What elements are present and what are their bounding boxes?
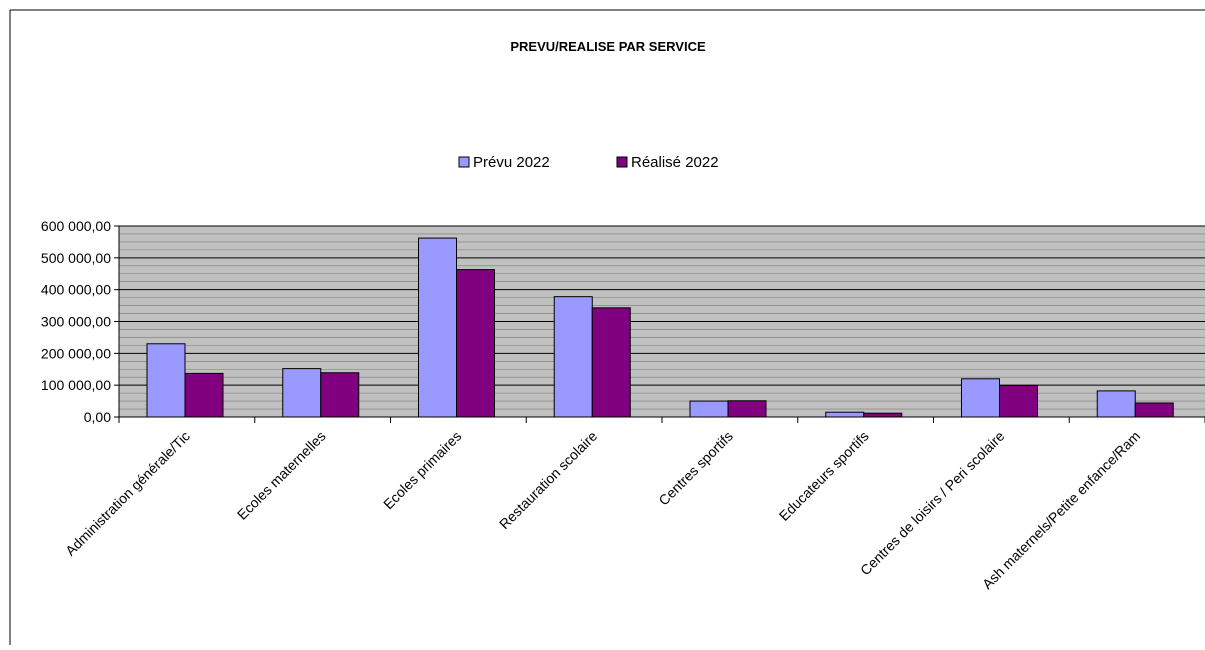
legend-label-prevu: Prévu 2022 [473,154,550,171]
legend: Prévu 2022 Réalisé 2022 [458,154,719,171]
x-category-label: Ecoles primaires [380,428,464,512]
bar-prevu-1 [282,368,322,418]
x-category-label: Ash maternels/Petite enfance/Ram [979,428,1143,592]
y-tick-label: 400 000,00 [41,282,111,298]
y-tick-label: 100 000,00 [41,377,111,393]
bar-realise-0 [184,372,224,418]
y-tick-label: 200 000,00 [41,345,111,361]
bar-realise-6 [999,384,1038,418]
bar-realise-4 [727,400,767,418]
y-tick-label: 0,00 [84,409,111,425]
bar-realise-3 [591,307,631,418]
bar-prevu-5 [825,411,865,418]
x-category-label: Restauration scolaire [496,428,600,532]
y-tick-label: 600 000,00 [41,218,111,234]
bar-prevu-3 [553,296,593,418]
bar-prevu-6 [961,378,1000,418]
x-category-label: Centres sportifs [655,428,736,509]
legend-swatch-prevu [458,156,470,168]
x-axis: Administration générale/Tic Ecoles matern… [62,416,1205,592]
bar-realise-5 [863,412,903,418]
bar-realise-1 [320,372,360,418]
bar-prevu-2 [418,237,457,418]
legend-swatch-realise [616,156,628,168]
x-category-label: Educateurs sportifs [776,428,872,524]
y-axis: 0,00 100 000,00 200 000,00 300 000,00 400 00… [41,218,120,425]
x-category-label: Centres de loisirs / Peri scolaire [857,428,1008,579]
bars [146,237,1174,418]
bar-realise-7 [1134,402,1174,418]
chart-title: PREVU/REALISE PAR SERVICE [510,39,706,54]
x-category-label: Ecoles maternelles [234,428,329,523]
x-category-label: Administration générale/Tic [62,428,193,559]
legend-label-realise: Réalisé 2022 [631,154,719,171]
plot-area [119,225,1205,418]
bar-prevu-7 [1096,390,1136,418]
y-tick-label: 500 000,00 [41,250,111,266]
bar-realise-2 [456,269,495,418]
bar-prevu-4 [689,400,729,418]
y-tick-label: 300 000,00 [41,314,111,330]
bar-prevu-0 [146,343,186,418]
